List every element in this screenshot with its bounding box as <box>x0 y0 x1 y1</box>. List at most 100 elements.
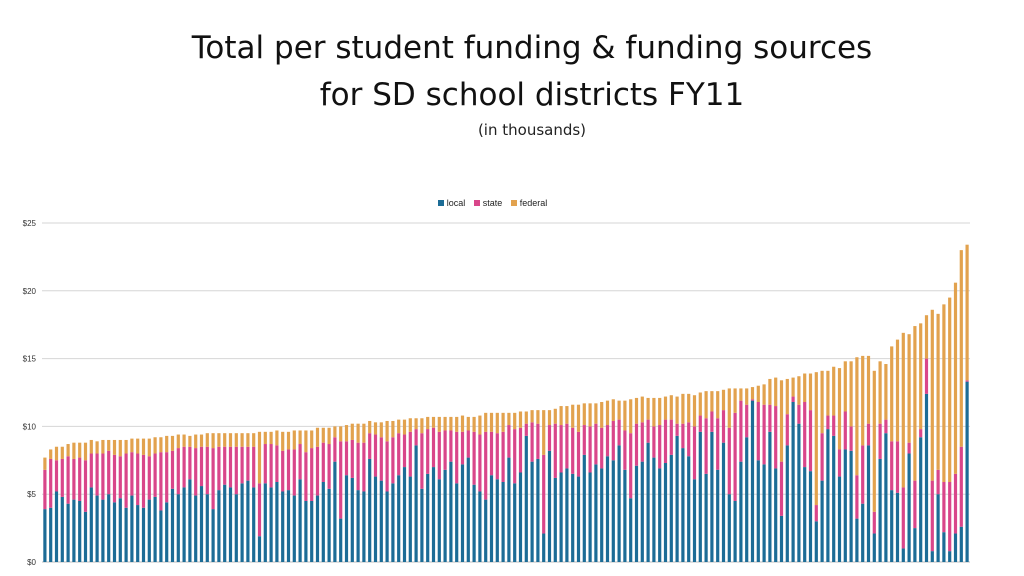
bar-state <box>408 431 412 477</box>
bar-state <box>205 446 209 495</box>
bar-state <box>501 431 505 482</box>
bar-state <box>118 456 122 499</box>
bar-state <box>170 450 175 489</box>
bar-state <box>791 396 795 402</box>
bar-local <box>223 484 227 562</box>
bar-local <box>675 435 679 562</box>
bar-federal <box>681 393 685 424</box>
bar-state <box>286 449 291 491</box>
bar-state <box>808 410 813 472</box>
bar-local <box>507 457 511 562</box>
bar-local <box>78 500 82 562</box>
bar-federal <box>292 430 296 450</box>
bar-federal <box>176 434 180 449</box>
bar-federal <box>362 423 366 443</box>
bar-federal <box>872 370 876 512</box>
bar-state <box>576 431 581 477</box>
bar-local <box>182 487 186 562</box>
bar-state <box>582 425 586 455</box>
bar-federal <box>588 403 592 427</box>
bar-local <box>478 491 482 562</box>
bar-local <box>252 487 256 562</box>
bar-federal <box>768 378 772 405</box>
bar-federal <box>646 397 650 420</box>
bar-local <box>687 456 691 562</box>
bar-federal <box>373 422 378 435</box>
bar-federal <box>576 404 581 432</box>
bar-state <box>687 422 691 457</box>
bar-local <box>600 468 604 562</box>
bar-state <box>901 487 905 549</box>
bar-state <box>611 420 615 461</box>
bar-local <box>43 509 47 562</box>
bar-federal <box>420 418 424 434</box>
bar-state <box>559 425 563 473</box>
bar-federal <box>234 433 238 447</box>
bar-federal <box>513 412 517 430</box>
bar-state <box>855 475 859 519</box>
bar-local <box>344 475 349 562</box>
chart-title-line1: Total per student funding & funding sour… <box>191 30 873 66</box>
bar-state <box>924 358 929 394</box>
bar-local <box>443 469 447 562</box>
bar-local <box>408 476 412 562</box>
bar-state <box>907 442 911 454</box>
bar-federal <box>391 420 395 438</box>
bar-state <box>745 404 749 438</box>
bar-local <box>141 507 146 562</box>
bar-state <box>402 434 407 468</box>
bar-local <box>159 510 163 562</box>
bar-local <box>820 480 824 562</box>
bar-local <box>530 461 534 562</box>
bar-state <box>304 452 308 501</box>
bar-federal <box>489 412 494 432</box>
bar-state <box>356 442 360 491</box>
bar-state <box>872 511 876 534</box>
bar-state <box>692 426 697 480</box>
bar-state <box>820 433 824 481</box>
bar-state <box>507 425 511 458</box>
bar-federal <box>205 433 209 447</box>
bar-state <box>333 437 337 462</box>
bar-federal <box>855 357 859 476</box>
bar-local <box>257 536 262 562</box>
bar-federal <box>843 361 847 412</box>
bar-state <box>391 437 395 484</box>
bar-federal <box>460 415 465 432</box>
bar-local <box>234 494 238 562</box>
bar-state <box>530 422 534 462</box>
bar-state <box>414 429 418 446</box>
bar-federal <box>936 313 940 470</box>
bar-local <box>66 503 70 562</box>
bar-state <box>588 426 592 473</box>
bar-federal <box>959 250 963 447</box>
bar-federal <box>414 418 418 430</box>
bar-federal <box>437 416 441 432</box>
bar-local <box>884 433 888 562</box>
bar-local <box>124 507 128 562</box>
bar-local <box>275 481 279 562</box>
bar-state <box>536 423 540 459</box>
bar-local <box>559 472 563 562</box>
bar-state <box>281 450 285 492</box>
bar-federal <box>101 439 105 454</box>
bar-federal <box>350 423 354 440</box>
bar-local <box>762 464 766 562</box>
bar-local <box>130 495 134 562</box>
bar-federal <box>257 431 262 484</box>
bar-local <box>170 488 175 562</box>
bar-federal <box>762 384 766 405</box>
bar-federal <box>455 416 459 432</box>
bar-federal <box>890 346 894 442</box>
bar-federal <box>640 396 644 423</box>
bar-local <box>779 515 784 562</box>
bar-local <box>310 500 314 562</box>
bar-local <box>901 548 905 562</box>
bar-local <box>727 494 731 562</box>
bar-federal <box>246 433 250 447</box>
bar-federal <box>948 297 952 482</box>
bar-state <box>420 433 424 489</box>
bar-local <box>147 499 151 562</box>
bar-state <box>524 423 528 436</box>
bar-local <box>948 551 952 562</box>
